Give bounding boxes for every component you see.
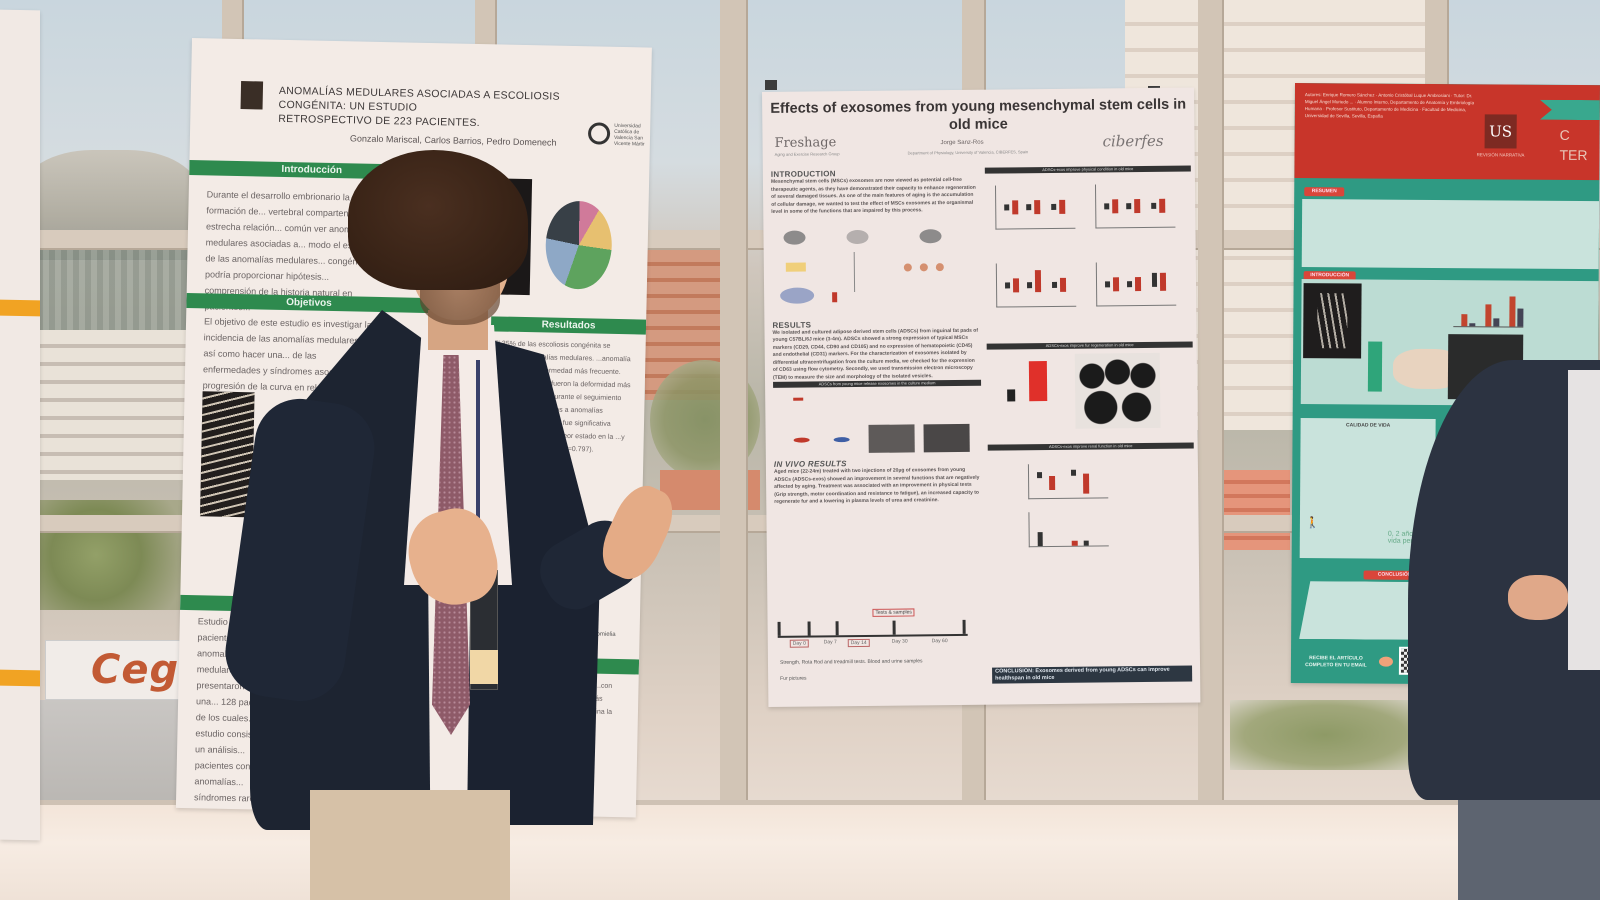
plasma-urea-chart bbox=[1027, 463, 1109, 500]
tag-resumen: RESUMEN bbox=[1304, 187, 1345, 197]
window-mullion bbox=[720, 0, 748, 805]
introduction-text: Mesenchymal stem cells (MSCs) exosomes a… bbox=[770, 176, 976, 215]
timeline-day: Day 14 bbox=[847, 638, 870, 648]
freshage-logo: Freshage bbox=[774, 135, 837, 151]
badge-label bbox=[470, 650, 498, 684]
khaki-pants bbox=[310, 790, 510, 900]
window-mullion bbox=[1198, 0, 1224, 805]
timeline-label: Tests & samples bbox=[872, 608, 915, 617]
fat-tissue-icon bbox=[785, 262, 806, 272]
second-person-partial bbox=[1408, 360, 1600, 900]
mouse-icon bbox=[783, 230, 806, 245]
lanyard bbox=[476, 360, 480, 575]
pointing-hand-icon bbox=[1378, 656, 1393, 667]
organ-icon bbox=[919, 262, 928, 271]
timeline-day: Day 60 bbox=[931, 638, 948, 645]
poster-clip bbox=[765, 80, 777, 90]
timeline-pin bbox=[777, 621, 781, 636]
shrubs-right bbox=[1230, 700, 1420, 770]
flow-marker bbox=[793, 397, 804, 401]
shirt bbox=[1568, 370, 1600, 670]
grip-strength-left-chart bbox=[994, 184, 1076, 230]
university-name: Universidad Católica de Valencia San Vic… bbox=[613, 122, 645, 148]
poster-right-column: ADSCs-exos improve physical condition in… bbox=[984, 165, 1195, 561]
timeline-day: Day 7 bbox=[823, 639, 837, 646]
poster-title: Effects of exosomes from young mesenchym… bbox=[770, 96, 1187, 134]
hand-xray-image bbox=[1303, 283, 1362, 359]
summary-panel bbox=[1301, 199, 1600, 270]
legend-line: Strength, Rota Rod and treadmill tests. … bbox=[779, 658, 923, 666]
timeline-pin bbox=[807, 621, 811, 636]
legend-line: Fur pictures bbox=[780, 675, 807, 682]
logo-caption: REVISIÓN NARRATIVA bbox=[1476, 152, 1525, 158]
tem-image bbox=[868, 424, 915, 453]
up-arrow-icon bbox=[1367, 341, 1383, 392]
poster-logo-icon bbox=[240, 81, 264, 110]
mouse-icon bbox=[846, 229, 869, 244]
timeline-day: Day 0 bbox=[789, 639, 809, 648]
trees bbox=[25, 250, 195, 340]
timeline-pin bbox=[962, 619, 966, 634]
poster-title: ANOMALÍAS MEDULARES ASOCIADAS A ESCOLIOS… bbox=[278, 84, 589, 132]
poster-edge-left bbox=[0, 9, 40, 841]
background-sign: Ceg bbox=[45, 640, 195, 700]
poster-title-fragment: C TER bbox=[1559, 126, 1588, 164]
ciberfes-logo: ciberfes bbox=[1102, 131, 1164, 151]
flow-marker bbox=[793, 437, 810, 443]
renal-function-charts bbox=[988, 448, 1195, 560]
treatment-timeline: Day 0 Day 7 Day 14 Day 30 Day 60 Tests &… bbox=[777, 608, 968, 650]
flow-tem-panel bbox=[773, 386, 982, 460]
organ-icon bbox=[935, 262, 944, 271]
hair bbox=[348, 150, 528, 290]
rota-rod-chart bbox=[995, 262, 1077, 308]
physical-tests-charts bbox=[985, 172, 1193, 334]
university-logo: US bbox=[1484, 114, 1517, 149]
bar-chart bbox=[1453, 289, 1524, 328]
plasma-creatinine-chart bbox=[1028, 511, 1109, 548]
in-vivo-text: Aged mice (22-24m) treated with two inje… bbox=[773, 466, 980, 505]
building-left bbox=[25, 330, 195, 480]
treadmill-chart bbox=[1095, 261, 1177, 307]
results-text: We isolated and cultured adipose derived… bbox=[772, 327, 979, 381]
orange-section-bar bbox=[0, 669, 40, 687]
timeline-pin bbox=[892, 620, 896, 635]
poster-department: Department of Physiology, University of … bbox=[907, 149, 1029, 156]
experiment-schema bbox=[771, 220, 980, 320]
hand bbox=[1508, 575, 1568, 620]
petri-dish-icon bbox=[780, 286, 815, 304]
sign-text: Ceg bbox=[91, 647, 180, 693]
mouse-icon bbox=[919, 228, 942, 243]
conclusion-banner: CONCLUSION: Exosomes derived from young … bbox=[992, 665, 1193, 684]
footer-cta: RECIBE EL ARTÍCULO COMPLETO EN TU EMAIL bbox=[1305, 655, 1367, 669]
timeline-pin bbox=[835, 621, 839, 636]
poster-exosomes: Effects of exosomes from young mesenchym… bbox=[762, 87, 1201, 707]
grip-strength-right-chart bbox=[1094, 183, 1176, 229]
poster-left-column: INTRODUCTION Mesenchymal stem cells (MSC… bbox=[771, 168, 983, 507]
mouse-fur-photos bbox=[1074, 352, 1161, 429]
organ-icon bbox=[903, 262, 912, 272]
poster-header: Autores: Enrique Romero Sánchez · Antoni… bbox=[1294, 83, 1600, 181]
poster-authors: Gonzalo Mariscal, Carlos Barrios, Pedro … bbox=[349, 133, 557, 148]
bar-old-exos bbox=[1028, 361, 1048, 402]
freshage-subtitle: Aging and Exercise Research Group bbox=[774, 151, 840, 157]
street-left bbox=[30, 700, 195, 810]
university-seal-icon bbox=[587, 122, 611, 145]
timeline-legend: Strength, Rota Rod and treadmill tests. … bbox=[779, 658, 980, 682]
bar-old bbox=[1007, 389, 1016, 402]
flow-marker bbox=[833, 437, 850, 443]
orange-section-bar bbox=[0, 299, 40, 317]
window-sill-edge bbox=[0, 800, 1600, 806]
authors-block: Autores: Enrique Romero Sánchez · Antoni… bbox=[1304, 92, 1474, 119]
tem-image bbox=[923, 423, 970, 453]
arrow-icon bbox=[853, 251, 856, 292]
poster-author: Jorge Sanz-Ros bbox=[940, 139, 984, 147]
presenter-person bbox=[219, 150, 683, 900]
people-icon: 🚶 bbox=[1305, 517, 1320, 530]
syringe-icon bbox=[832, 291, 838, 302]
fur-regeneration-panel bbox=[987, 348, 1194, 445]
timeline-day: Day 30 bbox=[891, 638, 908, 645]
ribbon-decoration bbox=[1540, 100, 1600, 120]
